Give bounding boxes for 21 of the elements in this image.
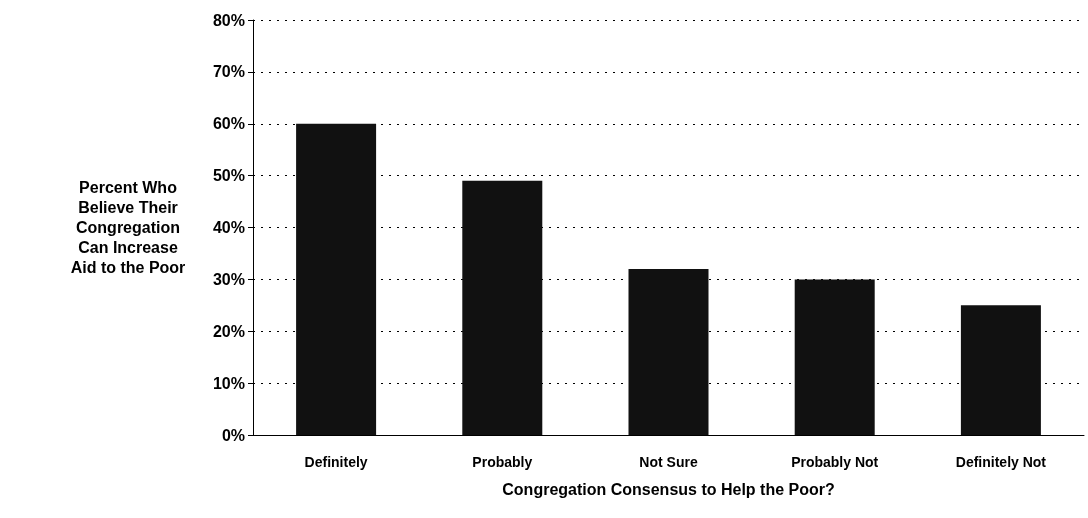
y-axis-title: Percent Who Believe Their Congregation Can Increase Aid to the Poor bbox=[70, 179, 186, 276]
x-tick-label: Probably bbox=[472, 454, 533, 470]
y-tick-label: 10% bbox=[212, 374, 245, 392]
bar bbox=[794, 279, 875, 435]
y-tick-label: 80% bbox=[212, 11, 245, 29]
x-tick-label: Probably Not bbox=[791, 454, 879, 470]
bar bbox=[628, 269, 709, 435]
y-tick-label: 70% bbox=[212, 63, 245, 81]
x-tick-label: Not Sure bbox=[639, 454, 698, 470]
x-tick-label: Definitely bbox=[304, 454, 368, 470]
bar bbox=[462, 180, 543, 435]
y-tick-label: 50% bbox=[212, 167, 245, 185]
y-tick-label: 40% bbox=[212, 219, 245, 236]
y-tick-label: 60% bbox=[212, 115, 245, 133]
y-tick-label: 0% bbox=[221, 426, 245, 444]
x-tick-label: Definitely Not bbox=[955, 454, 1047, 470]
bar bbox=[960, 305, 1041, 435]
y-tick-label: 20% bbox=[212, 322, 245, 340]
y-tick-label: 30% bbox=[212, 270, 245, 288]
bar bbox=[296, 123, 377, 435]
x-axis-title: Congregation Consensus to Help the Poor? bbox=[502, 480, 835, 498]
